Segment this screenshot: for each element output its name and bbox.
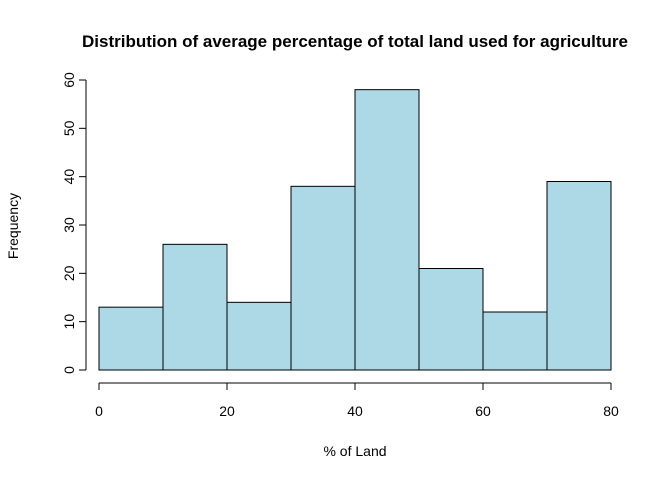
histogram-bar bbox=[482, 311, 548, 371]
y-axis-label: Frequency bbox=[5, 193, 21, 259]
y-tick-label: 40 bbox=[61, 169, 77, 185]
histogram-bar bbox=[354, 89, 420, 371]
histogram-bar bbox=[546, 181, 612, 371]
x-tick-label: 80 bbox=[603, 403, 619, 419]
y-tick-label: 0 bbox=[61, 366, 77, 374]
x-axis-label: % of Land bbox=[323, 443, 386, 459]
bars-group bbox=[98, 89, 612, 371]
histogram-bar bbox=[98, 306, 164, 371]
y-axis: 0 10 20 30 40 50 60 bbox=[61, 72, 87, 374]
x-tick-label: 40 bbox=[347, 403, 363, 419]
y-tick-label: 10 bbox=[61, 314, 77, 330]
y-tick-label: 30 bbox=[61, 217, 77, 233]
chart-title: Distribution of average percentage of to… bbox=[82, 32, 628, 51]
y-tick-label: 60 bbox=[61, 72, 77, 88]
y-tick-label: 50 bbox=[61, 120, 77, 136]
histogram-bar bbox=[162, 243, 228, 371]
histogram-bar bbox=[226, 301, 292, 371]
histogram-bar bbox=[418, 268, 484, 371]
x-tick-label: 60 bbox=[475, 403, 491, 419]
x-axis: 0 20 40 60 80 bbox=[95, 382, 619, 419]
x-tick-label: 20 bbox=[219, 403, 235, 419]
y-tick-label: 20 bbox=[61, 265, 77, 281]
histogram-bar bbox=[290, 185, 356, 371]
x-tick-label: 0 bbox=[95, 403, 103, 419]
